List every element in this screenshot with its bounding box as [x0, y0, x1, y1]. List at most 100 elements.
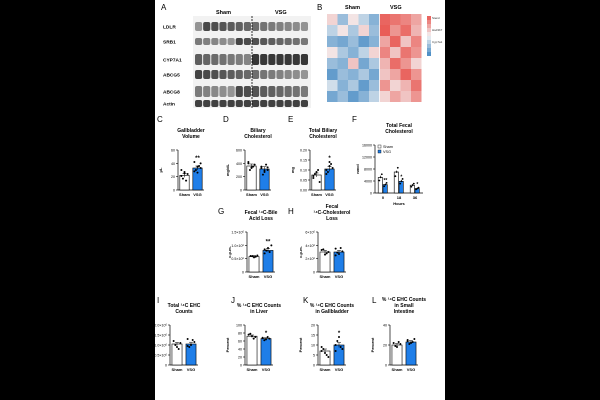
blot-label-actin: Actin [163, 102, 175, 108]
significance-marker: * [265, 331, 268, 337]
blot-band [195, 86, 203, 97]
heatmap-cell [379, 91, 390, 102]
blot-band [268, 54, 276, 65]
blot-band [260, 38, 268, 45]
x-tick-label: VSG [407, 367, 415, 372]
data-point [410, 342, 412, 344]
blot-band [252, 70, 260, 79]
blot-band [219, 70, 227, 79]
heatmap-cell [327, 25, 338, 36]
data-point [412, 182, 415, 185]
data-point [320, 346, 323, 348]
blot-band [235, 54, 243, 65]
data-point [325, 252, 328, 255]
data-point [185, 179, 188, 182]
x-tick-label: 18 [397, 195, 402, 200]
blot-band [219, 100, 227, 107]
data-point [380, 173, 383, 176]
heatmap-cell [379, 25, 390, 36]
data-point [324, 253, 326, 256]
data-point [176, 346, 178, 348]
data-point [199, 167, 202, 169]
heatmap-cell [358, 14, 369, 25]
blot-band [252, 38, 260, 45]
blot-band [203, 100, 211, 107]
heatmap-cell [337, 69, 348, 80]
x-tick-label: VSG [193, 192, 201, 197]
blot-band [276, 38, 284, 45]
data-point [265, 163, 268, 166]
blot-band [243, 22, 251, 31]
blot-label-abcg5: ABCG5 [163, 73, 180, 79]
blot-label-ldlr: LDLR [163, 25, 176, 31]
significance-marker: * [338, 331, 341, 337]
data-point [339, 247, 342, 249]
y-tick-label: 10 [311, 344, 315, 348]
heatmap-cell [379, 69, 390, 80]
chart-title: Intestine [394, 309, 415, 315]
heatmap-cell [379, 14, 390, 25]
blot-band [300, 22, 308, 31]
data-point [320, 249, 323, 251]
data-point [196, 165, 199, 168]
y-tick-label: 60 [171, 149, 175, 153]
data-point [268, 251, 271, 253]
blot-band [284, 70, 292, 79]
blot-band [235, 70, 243, 79]
blot-band [211, 86, 219, 97]
y-tick-label: 80 [238, 332, 242, 336]
data-point [179, 342, 182, 344]
blot-band [300, 86, 308, 97]
data-point [317, 169, 320, 171]
chart-title: Cholesterol [309, 134, 337, 140]
data-point [193, 170, 196, 173]
significance-marker: * [328, 156, 331, 162]
y-tick-label: 15 [311, 334, 315, 338]
blot-band [243, 70, 251, 79]
chart-title: Gallbladder [177, 128, 205, 134]
chart-title: ¹⁴C-Cholesterol [314, 210, 352, 216]
blot-band [252, 86, 260, 97]
blot-band [300, 54, 308, 65]
y-tick-label: 400 [236, 162, 242, 166]
blot-label-cyp7a1: CYP7A1 [163, 58, 182, 64]
chart-title: Biliary [250, 128, 266, 134]
data-point [331, 167, 334, 169]
chart-title: in Gallbladder [315, 309, 348, 315]
data-point [408, 343, 411, 345]
bar [260, 338, 272, 366]
heatmap-cell [411, 14, 422, 25]
y-tick-label: 5 [313, 354, 315, 358]
y-tick-label: 12000 [362, 156, 372, 160]
blot-band [227, 70, 235, 79]
heatmap-cell [400, 47, 411, 58]
blot-band [219, 86, 227, 97]
chart-title: Acid Loss [249, 216, 273, 222]
blot-group-sham: Sham [216, 10, 231, 16]
x-tick-label: VSG [335, 367, 343, 372]
western-blot: LDLR SRB1 CYP7A1 ABCG5 ABCG8 Actin [163, 16, 311, 108]
x-tick-label: Sham [320, 274, 331, 279]
heatmap-cell [411, 91, 422, 102]
data-point [260, 167, 263, 169]
blot-band [211, 38, 219, 45]
blot-band [227, 54, 235, 65]
panel-letter-g: G [218, 207, 224, 216]
blot-band [284, 54, 292, 65]
blot-band [235, 38, 243, 45]
blot-band [292, 70, 300, 79]
panel-letter-f: F [352, 115, 357, 124]
x-tick-label: 36 [413, 195, 418, 200]
heatmap-cell [369, 25, 380, 36]
data-point [334, 247, 337, 250]
x-tick-label: Sham [311, 192, 322, 197]
data-point [186, 338, 189, 340]
data-point [190, 344, 192, 346]
data-point [411, 341, 414, 343]
blot-band [276, 100, 284, 107]
data-point [256, 254, 259, 257]
data-point [194, 169, 197, 171]
